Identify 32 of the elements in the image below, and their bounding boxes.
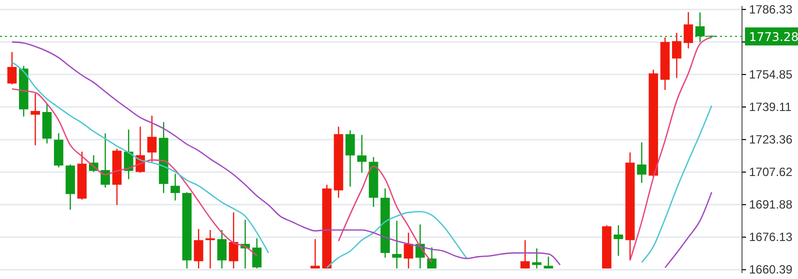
candlestick — [194, 228, 204, 270]
candlestick — [404, 232, 414, 270]
y-tick-label: 1754.85 — [749, 67, 793, 82]
candlestick — [346, 130, 355, 188]
candlestick — [7, 51, 17, 85]
candlestick — [124, 128, 134, 180]
candlestick — [147, 115, 157, 162]
candlestick — [614, 224, 624, 256]
candlestick — [684, 12, 694, 49]
candlestick — [170, 173, 180, 202]
candlestick — [520, 240, 530, 270]
candlestick — [544, 256, 554, 270]
candlestick — [228, 212, 238, 270]
y-tick-label: 1707.62 — [749, 164, 793, 179]
candlestick — [637, 142, 646, 184]
candlestick — [252, 238, 262, 270]
candlestick — [427, 246, 436, 270]
candlestick — [217, 229, 227, 270]
y-tick-label: 1676.13 — [749, 230, 793, 244]
candlestick — [392, 220, 402, 270]
candlestick — [357, 134, 367, 174]
y-tick-label: 1723.36 — [749, 132, 793, 146]
y-tick-label: 1739.11 — [749, 100, 792, 114]
y-tick-label: 1786.33 — [749, 2, 793, 16]
y-tick-label: 1691.88 — [749, 197, 793, 212]
candlestick — [532, 248, 542, 270]
candlestick — [672, 32, 682, 79]
y-tick-label: 1660.39 — [749, 262, 793, 277]
ref-line-label: 1773.28 — [749, 30, 798, 44]
candlestick — [30, 93, 40, 146]
candlestick — [100, 132, 110, 188]
candlestick — [310, 238, 320, 270]
